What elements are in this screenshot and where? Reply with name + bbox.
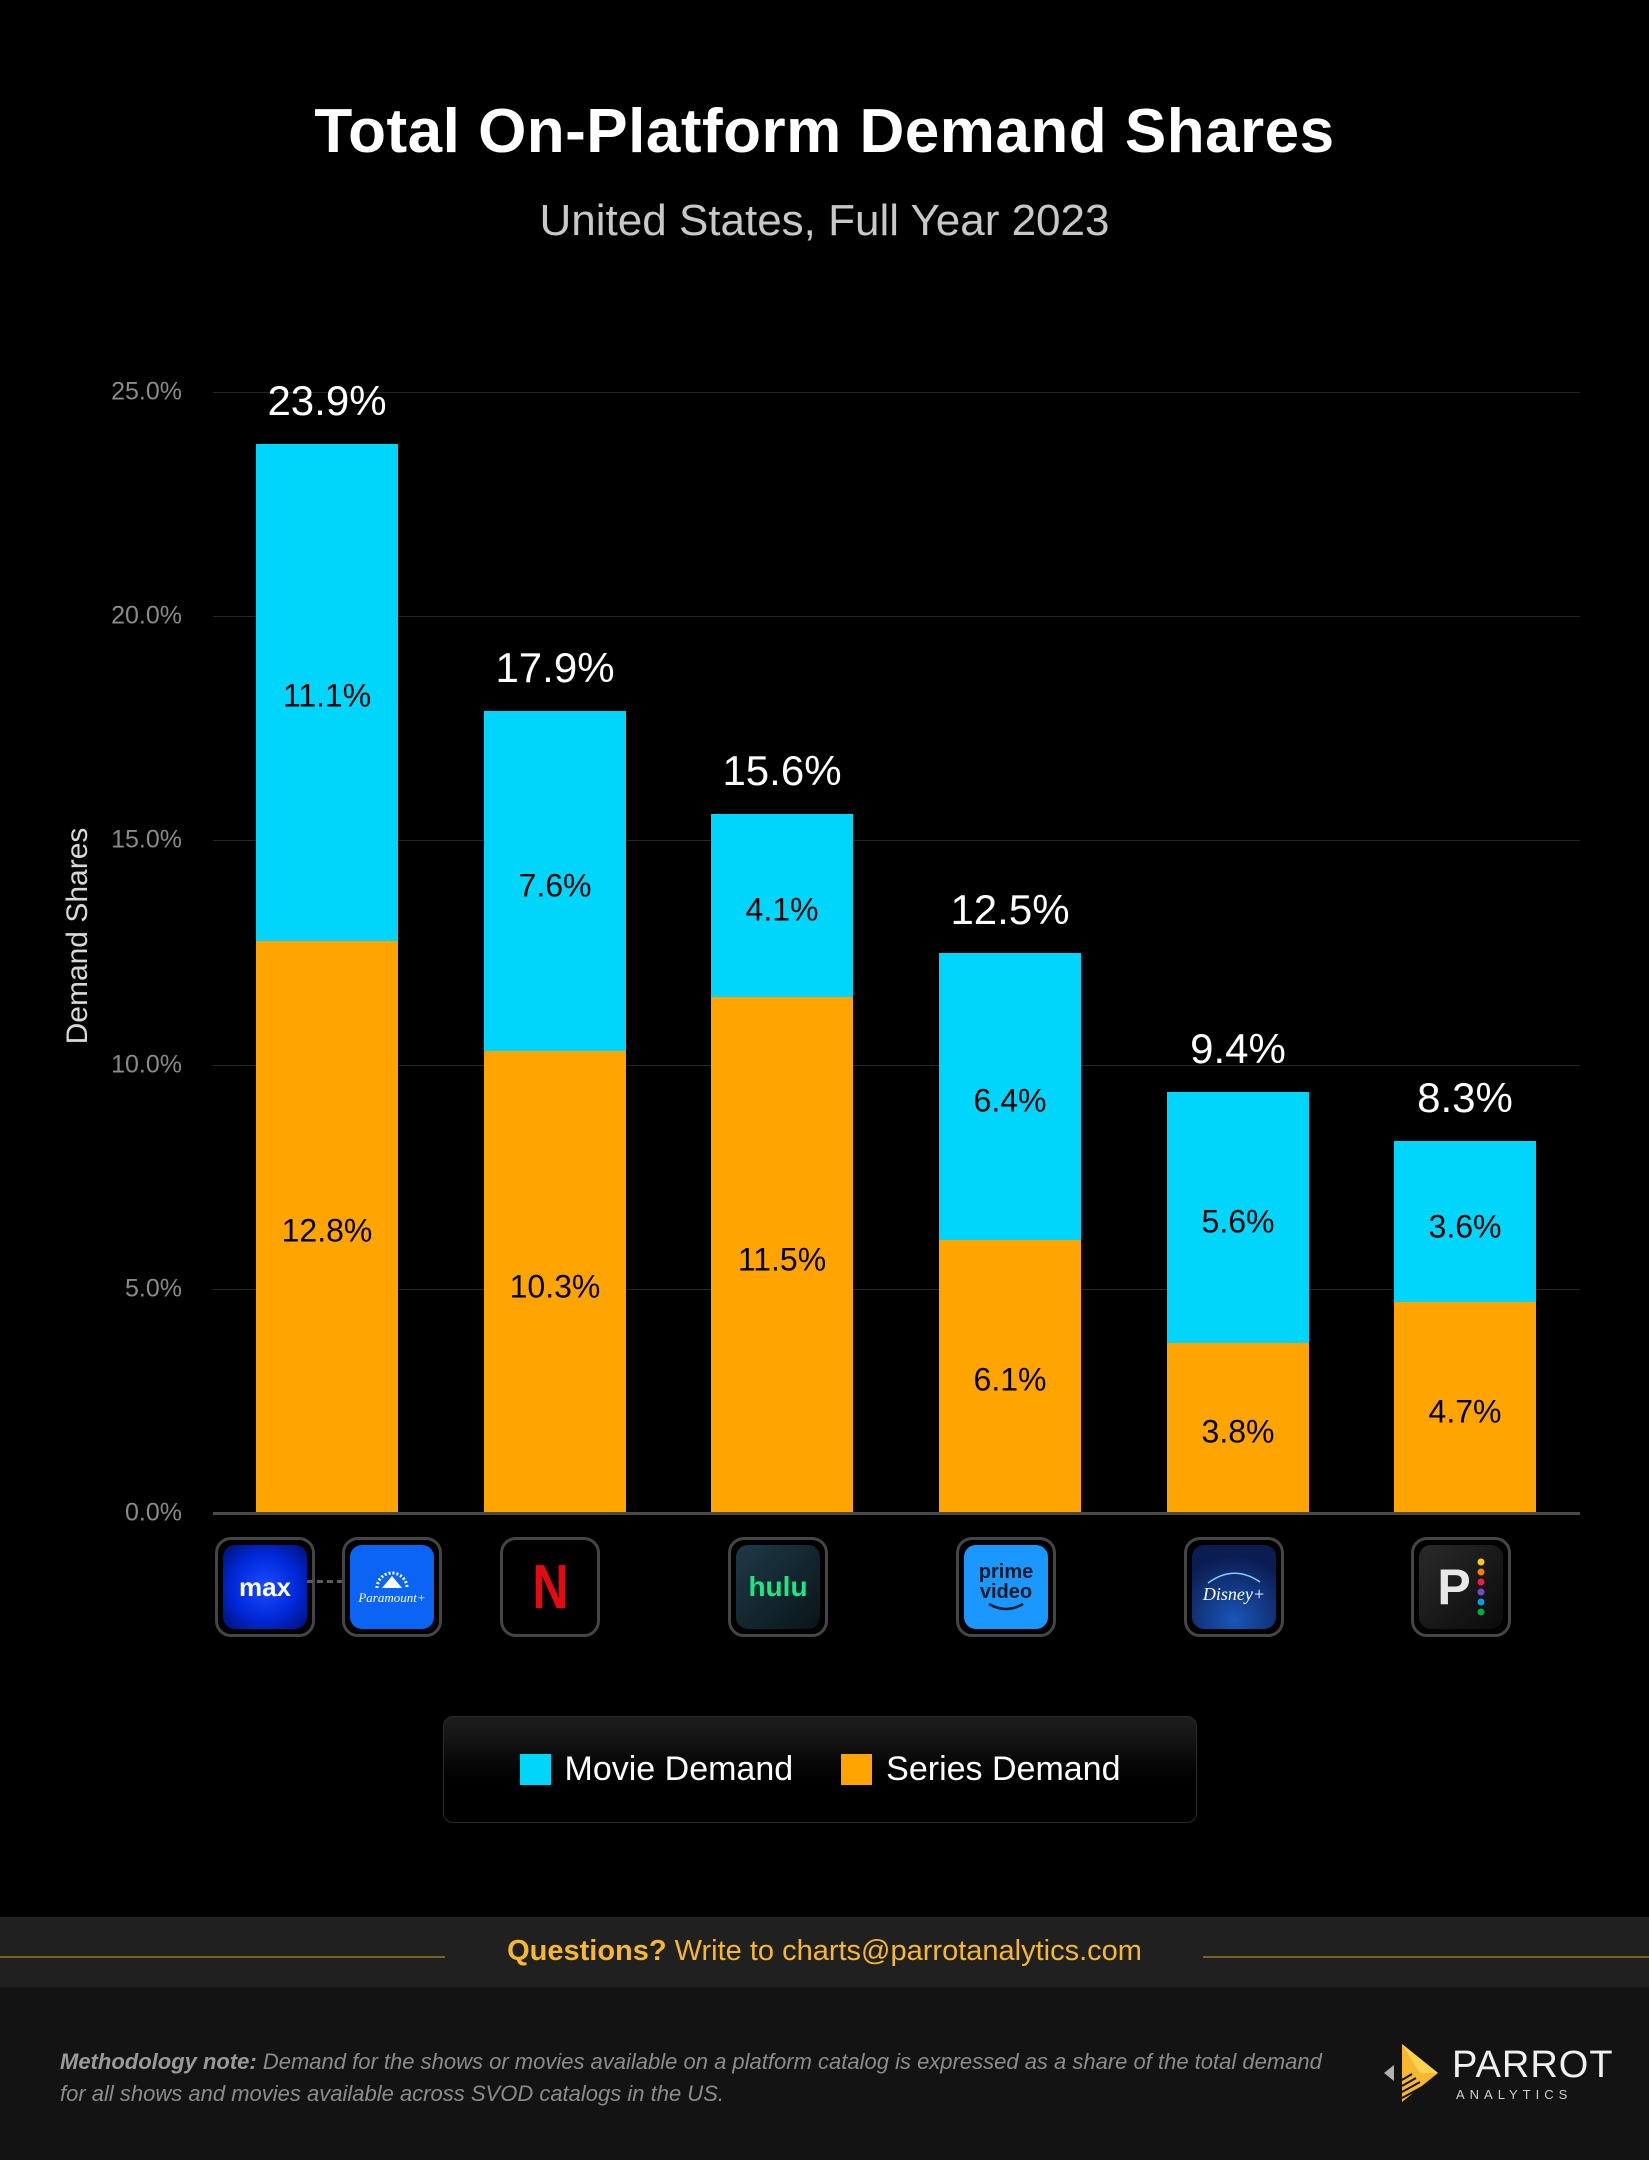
y-tick-0: 0.0% [125,1498,182,1527]
hulu-logo: hulu [728,1537,828,1637]
y-tick-15: 15.0% [111,825,182,854]
bar-prime-video: 6.4% 6.1% [939,953,1081,1513]
chart-subtitle: United States, Full Year 2023 [539,196,1110,245]
max-logo-text: max [238,1571,292,1602]
y-tick-20: 20.0% [111,601,182,630]
segment-series [1394,1302,1536,1513]
movie-value-label: 3.6% [1428,1208,1502,1245]
questions-label: Questions? [507,1935,667,1967]
contact-line: Questions? Write to charts@parrotanalyti… [0,1935,1649,1968]
segment-series [711,997,853,1513]
disney-plus-logo: Disney+ [1184,1537,1284,1637]
amazon-smile-icon [988,1602,1024,1611]
methodology-label: Methodology note: [60,2049,257,2074]
x-axis-baseline [213,1512,1580,1515]
movie-swatch [519,1754,551,1785]
movie-value-label: 4.1% [745,891,819,928]
segment-series [256,941,398,1513]
chart-title: Total On-Platform Demand Shares [314,97,1335,166]
series-value-label: 11.5% [737,1241,827,1278]
bundle-connector [307,1580,343,1583]
parrot-analytics-logo: PARROT ANALYTICS [1382,2040,1614,2106]
segment-series [1167,1343,1309,1513]
total-value-label: 15.6% [722,747,842,794]
segment-movie [711,814,853,997]
segment-movie [939,953,1081,1240]
brand-name: PARROT [1452,2043,1614,2086]
movie-value-label: 5.6% [1201,1203,1275,1240]
total-value-label: 17.9% [495,644,615,691]
peacock-logo: P [1411,1537,1511,1637]
netflix-logo-text: N [532,1552,568,1622]
peacock-dots-icon [1477,1558,1485,1616]
contact-email-link[interactable]: Write to charts@parrotanalytics.com [666,1935,1142,1967]
chart-legend: Movie Demand Series Demand [443,1716,1197,1823]
segment-movie [256,444,398,941]
gridline-15 [213,840,1580,841]
y-tick-5: 5.0% [125,1274,182,1303]
footer-divider-left [0,1956,445,1958]
disney-arc-icon [1207,1572,1261,1584]
segment-series [939,1240,1081,1513]
footer-contact-band [0,1917,1649,1987]
y-tick-25: 25.0% [111,377,182,406]
peacock-logo-text: P [1437,1559,1471,1615]
movie-value-label: 6.4% [973,1082,1047,1119]
legend-item-series: Series Demand [841,1750,1121,1789]
gridline-20 [213,616,1580,617]
prime-logo-line1: prime [978,1561,1034,1583]
gridline-10 [213,1065,1580,1066]
bar-peacock: 3.6% 4.7% [1394,1141,1536,1513]
segment-movie [484,711,626,1051]
movie-value-label: 7.6% [518,867,592,904]
mountain-icon [375,1571,409,1589]
series-value-label: 3.8% [1201,1413,1275,1450]
prime-logo-line2: video [979,1581,1033,1603]
paramount-logo-text: Paramount+ [358,1590,426,1605]
legend-label-series: Series Demand [886,1750,1121,1788]
methodology-text: Demand for the shows or movies available… [60,2049,1322,2106]
total-value-label: 9.4% [1190,1025,1286,1072]
total-value-label: 12.5% [950,886,1070,933]
segment-movie [1167,1092,1309,1343]
total-value-label: 23.9% [267,377,387,424]
y-tick-10: 10.0% [111,1050,182,1079]
legend-item-movie: Movie Demand [519,1750,794,1789]
segment-movie [1394,1141,1536,1302]
methodology-note: Methodology note: Demand for the shows o… [60,2046,1340,2110]
bar-disney-plus: 5.6% 3.8% [1167,1092,1309,1513]
parrot-logo-icon [1384,2044,1438,2102]
gridline-25 [213,392,1580,393]
bar-max-paramount: 11.1% 12.8% [256,444,398,1513]
legend-label-movie: Movie Demand [564,1750,794,1788]
disney-logo-text: Disney+ [1202,1583,1266,1604]
hulu-logo-text: hulu [748,1571,808,1602]
bar-netflix: 7.6% 10.3% [484,711,626,1513]
footer-divider-right [1203,1956,1649,1958]
series-value-label: 4.7% [1428,1393,1502,1430]
series-swatch [841,1754,873,1785]
series-value-label: 12.8% [281,1212,373,1249]
segment-series [484,1051,626,1513]
y-axis-label: Demand Shares [61,827,94,1045]
movie-value-label: 11.1% [282,677,372,714]
methodology-band [0,1987,1649,2160]
gridline-5 [213,1289,1580,1290]
brand-subtitle: ANALYTICS [1456,2086,1573,2102]
total-value-label: 8.3% [1417,1074,1513,1121]
series-value-label: 10.3% [509,1268,601,1305]
max-logo: max [215,1537,315,1637]
paramount-plus-logo: Paramount+ [342,1537,442,1637]
prime-video-logo: prime video [956,1537,1056,1637]
bar-hulu: 4.1% 11.5% [711,814,853,1513]
netflix-logo: N [500,1537,600,1637]
series-value-label: 6.1% [973,1361,1047,1398]
